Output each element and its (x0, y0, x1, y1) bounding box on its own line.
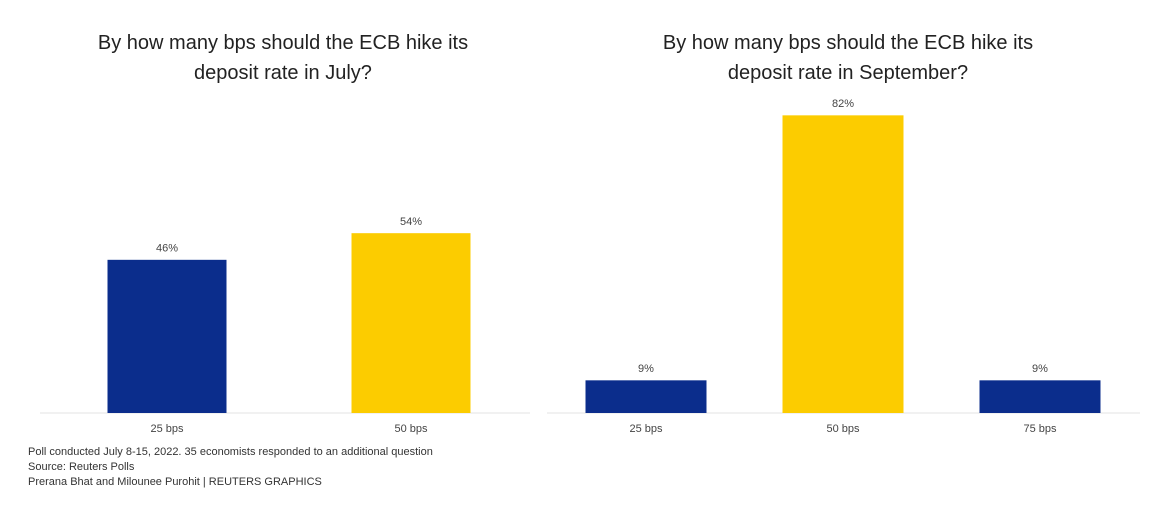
data-label: 46% (156, 243, 178, 255)
data-label: 82% (832, 98, 854, 110)
bar (107, 259, 227, 413)
source: Source: Reuters Polls (28, 461, 135, 473)
data-label: 9% (1032, 363, 1048, 375)
x-tick-label: 50 bps (394, 423, 428, 435)
bar (782, 115, 904, 413)
x-tick-label: 25 bps (150, 423, 184, 435)
x-tick-label: 50 bps (826, 423, 860, 435)
x-tick-label: 75 bps (1023, 423, 1057, 435)
data-label: 9% (638, 363, 654, 375)
chart-title: By how many bps should the ECB hike its … (97, 32, 469, 84)
data-label: 54% (400, 216, 422, 228)
chart-title: By how many bps should the ECB hike its … (662, 32, 1034, 84)
bar (585, 380, 707, 413)
bar (979, 380, 1101, 413)
footnote: Poll conducted July 8-15, 2022. 35 econo… (28, 446, 433, 458)
credit: Prerana Bhat and Milounee Purohit | REUT… (28, 476, 322, 488)
bar (351, 233, 471, 413)
x-tick-label: 25 bps (629, 423, 663, 435)
